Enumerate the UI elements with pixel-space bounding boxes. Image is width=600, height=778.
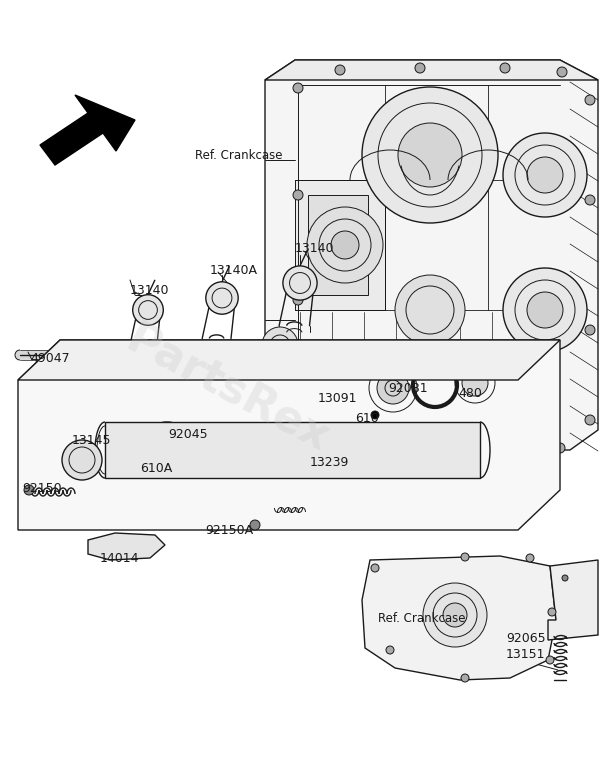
Circle shape	[526, 554, 534, 562]
Circle shape	[250, 520, 260, 530]
Polygon shape	[265, 60, 598, 80]
Polygon shape	[362, 556, 556, 680]
Circle shape	[335, 65, 345, 75]
Text: 92150: 92150	[22, 482, 62, 495]
Circle shape	[527, 292, 563, 328]
Circle shape	[546, 656, 554, 664]
Circle shape	[331, 231, 359, 259]
Text: 13091: 13091	[318, 391, 358, 405]
Circle shape	[371, 564, 379, 572]
Circle shape	[585, 195, 595, 205]
Text: Ref. Crankcase: Ref. Crankcase	[195, 149, 283, 162]
Text: 610: 610	[355, 412, 379, 425]
Circle shape	[503, 268, 587, 352]
Circle shape	[461, 674, 469, 682]
Circle shape	[450, 443, 460, 453]
Circle shape	[562, 575, 568, 581]
Polygon shape	[548, 560, 598, 640]
Circle shape	[362, 87, 498, 223]
Circle shape	[355, 443, 365, 453]
Circle shape	[116, 538, 134, 556]
Circle shape	[415, 63, 425, 73]
Text: Ref. Crankcase: Ref. Crankcase	[378, 612, 466, 625]
Text: 14014: 14014	[100, 552, 139, 565]
Circle shape	[548, 608, 556, 616]
Text: 92045: 92045	[168, 427, 208, 440]
Circle shape	[180, 447, 186, 453]
Circle shape	[423, 583, 487, 647]
Circle shape	[371, 411, 379, 419]
Circle shape	[152, 436, 158, 442]
Circle shape	[293, 190, 303, 200]
Text: PartsRex: PartsRex	[119, 317, 337, 461]
Polygon shape	[70, 480, 92, 500]
Text: 480: 480	[458, 387, 482, 399]
Circle shape	[443, 603, 467, 627]
Polygon shape	[18, 340, 560, 530]
Circle shape	[141, 461, 149, 469]
Circle shape	[555, 443, 565, 453]
Circle shape	[164, 431, 170, 437]
Circle shape	[283, 266, 317, 300]
Text: 13140A: 13140A	[210, 264, 258, 276]
Circle shape	[395, 275, 465, 345]
Text: 49047: 49047	[30, 352, 70, 365]
Text: 92065: 92065	[506, 632, 545, 644]
Polygon shape	[88, 533, 165, 560]
Circle shape	[293, 83, 303, 93]
Circle shape	[206, 282, 238, 314]
Text: 13140: 13140	[295, 241, 335, 254]
Bar	[105, 422, 480, 478]
Polygon shape	[40, 95, 135, 165]
Circle shape	[557, 67, 567, 77]
Polygon shape	[18, 340, 560, 380]
Text: 610A: 610A	[140, 461, 172, 475]
Circle shape	[164, 463, 170, 469]
Circle shape	[262, 327, 298, 363]
Circle shape	[175, 436, 181, 442]
Text: 13140: 13140	[130, 283, 170, 296]
Circle shape	[585, 95, 595, 105]
Circle shape	[398, 123, 462, 187]
Circle shape	[307, 207, 383, 283]
Text: 13239: 13239	[310, 455, 349, 468]
Bar	[308, 195, 368, 295]
Circle shape	[175, 458, 181, 464]
Circle shape	[461, 553, 469, 561]
Circle shape	[462, 370, 488, 396]
Circle shape	[585, 325, 595, 335]
Circle shape	[148, 447, 154, 453]
Text: 92081: 92081	[388, 381, 428, 394]
Circle shape	[152, 458, 158, 464]
Polygon shape	[265, 60, 598, 450]
Text: 13151: 13151	[506, 649, 545, 661]
Circle shape	[62, 440, 102, 480]
Circle shape	[377, 372, 409, 404]
Circle shape	[120, 542, 130, 552]
Circle shape	[503, 133, 587, 217]
Circle shape	[293, 295, 303, 305]
Circle shape	[139, 422, 195, 478]
Text: 92150A: 92150A	[205, 524, 253, 537]
Circle shape	[24, 485, 34, 495]
Bar	[295, 180, 385, 310]
Circle shape	[290, 425, 300, 435]
Text: 13145: 13145	[72, 433, 112, 447]
Circle shape	[133, 295, 163, 325]
Circle shape	[386, 646, 394, 654]
Circle shape	[500, 63, 510, 73]
Circle shape	[527, 157, 563, 193]
Circle shape	[585, 415, 595, 425]
Circle shape	[155, 438, 179, 462]
